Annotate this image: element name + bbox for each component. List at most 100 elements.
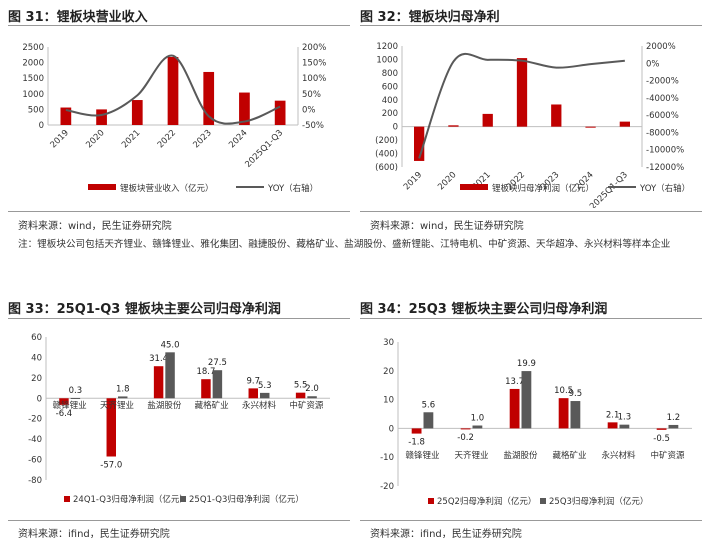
y-tick-label: -40 [28,435,42,445]
source-33: 资料来源：ifind，民生证券研究院 [18,529,170,540]
y-tick-label: -20 [380,482,394,492]
legend-label: 25Q1-Q3归母净利润（亿元） [189,494,304,505]
y-tick-label: 0 [389,424,394,434]
bar [509,388,520,429]
y-tick-label: -60 [28,456,42,466]
y-tick-label: (400) [375,150,398,160]
data-label: -57.0 [100,461,122,471]
figure-title-32: 图 32：锂板块归母净利 [360,10,500,25]
y-tick-label: 1000 [376,55,398,65]
bar [153,366,164,399]
y-tick-label: 2500 [22,43,44,53]
y-tick-label: 1000 [22,90,44,100]
figure-title-31: 图 31：锂板块营业收入 [8,10,148,25]
x-tick-label: 2020 [436,170,458,192]
y2-tick-label: 150% [302,59,326,69]
bar [274,100,286,125]
bar [260,392,270,399]
legend-label: 25Q2归母净利润（亿元） [437,496,536,507]
y2-tick-label: 0% [646,59,660,69]
legend-label: YOY（右轴） [267,183,318,194]
y-tick-label: -20 [28,415,42,425]
data-label: 1.2 [667,413,681,423]
data-label: 45.0 [161,340,180,350]
legend-label: YOY（右轴） [639,183,690,194]
x-tick-label: 赣锋锂业 [53,400,87,411]
x-tick-label: 藏格矿业 [552,450,586,461]
y2-tick-label: 200% [302,43,326,53]
source-rule [360,211,702,212]
y2-tick-label: -50% [302,121,324,131]
bar [165,352,175,399]
legend-label: 锂板块归母净利润（亿元） [492,183,594,194]
y-tick-label: (200) [375,136,398,146]
x-tick-label: 2024 [227,128,249,150]
title-rule [8,25,350,26]
bar [448,125,459,127]
y-tick-label: 1500 [22,74,44,84]
bar [570,401,581,429]
title-rule [8,318,350,319]
title-rule [360,318,702,319]
bar [482,113,493,127]
footnote: 注：锂板块公司包括天齐锂业、赣锋锂业、雅化集团、融捷股份、藏格矿业、盐湖股份、盛… [18,239,671,250]
y2-tick-label: -6000% [646,111,679,121]
data-label: 2.1 [606,410,620,420]
data-label: 18.7 [196,367,215,377]
y-tick-label: 200 [382,109,398,119]
title-rule [360,25,702,26]
bar [248,388,258,399]
x-tick-label: 中矿资源 [289,400,324,411]
y-tick-label: -10 [380,453,394,463]
data-label: 5.5 [294,381,308,391]
y-tick-label: 0 [39,121,44,131]
data-label: 5.6 [422,400,436,410]
y-tick-label: 500 [28,105,44,115]
y2-tick-label: 0% [302,105,316,115]
data-label: -0.5 [653,434,670,444]
bar [201,379,211,399]
bar [414,126,425,161]
bar [239,92,250,125]
x-tick-label: 赣锋锂业 [405,450,439,461]
legend-swatch [88,184,116,190]
data-label: -1.8 [408,438,425,448]
y2-tick-label: -2000% [646,77,679,87]
figure-title-33: 图 33：25Q1-Q3 锂板块主要公司归母净利润 [8,302,281,317]
y-tick-label: 30 [383,338,394,348]
data-label: 9.7 [247,376,261,386]
data-label: 9.5 [569,389,583,399]
x-tick-label: 2023 [191,128,213,150]
bar [656,428,667,430]
bar [668,424,679,429]
legend-swatch [180,496,186,502]
x-tick-label: 永兴材料 [242,400,277,411]
x-tick-label: 藏格矿业 [195,400,229,411]
x-tick-label: 2021 [120,128,142,150]
bar [551,104,562,127]
x-tick-label: 2025Q1-Q3 [243,128,285,170]
data-label: 5.3 [258,381,272,391]
data-label: 1.3 [618,413,632,423]
bar [521,371,532,429]
y-tick-label: 0 [37,394,42,404]
yoy-line [418,52,625,159]
x-tick-label: 2020 [84,128,106,150]
y-tick-label: 1200 [376,42,398,52]
y-tick-label: 400 [382,96,398,106]
y2-tick-label: -10000% [646,146,684,156]
bar [585,126,596,128]
data-label: -0.2 [457,433,474,443]
data-label: 27.5 [208,358,227,368]
source-rule [360,520,702,521]
yoy-line [65,54,281,125]
bar [607,422,618,429]
bar [295,392,306,399]
source-31: 资料来源：wind，民生证券研究院 [18,221,172,232]
y-tick-label: 40 [31,353,42,363]
bar [516,58,528,127]
data-label: 2.0 [305,384,319,394]
legend-swatch [460,184,488,190]
legend-swatch [428,498,434,504]
